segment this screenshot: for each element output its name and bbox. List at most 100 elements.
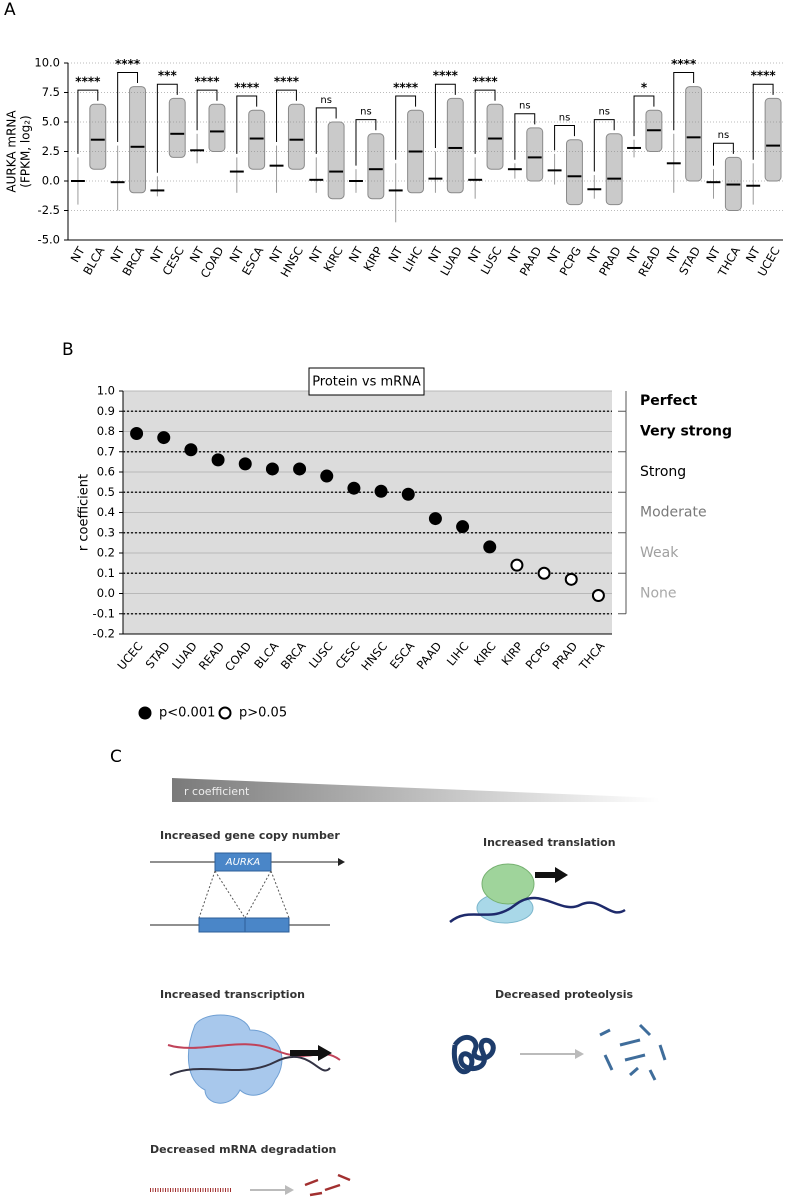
item-title: Decreased proteolysis (495, 988, 634, 1001)
y-tick-label: 0.2 (97, 546, 115, 560)
point (591, 589, 605, 603)
point-cloud (605, 133, 623, 206)
significance-label: **** (393, 81, 419, 95)
significance-bracket (117, 71, 139, 143)
y-tick-label: 7.5 (42, 85, 60, 99)
x-tick-label: KIRC (320, 244, 345, 274)
significance-label: ns (320, 95, 332, 106)
point-cloud (685, 86, 703, 182)
significance-bracket (474, 89, 496, 154)
panel-label: C (110, 747, 122, 767)
dna-strand (169, 1055, 331, 1076)
significance-bracket (434, 83, 456, 148)
y-tick-label: 1.0 (97, 384, 115, 398)
point (537, 566, 551, 580)
significance-bracket (752, 83, 774, 160)
significance-bracket (196, 89, 218, 131)
significance-bracket (77, 89, 99, 154)
item-title: Increased gene copy number (160, 829, 340, 842)
significance-bracket (514, 113, 536, 160)
point (510, 558, 524, 572)
diagram: r coefficient Increased gene copy number… (150, 778, 667, 1197)
x-tick-label: STAD (676, 244, 703, 277)
item-title: Increased translation (483, 836, 616, 849)
y-tick-label: 5.0 (42, 115, 60, 129)
y-tick-label: 10.0 (34, 56, 60, 70)
point (265, 462, 279, 476)
panel-label: B (62, 340, 74, 360)
x-tick-label: LUSC (306, 639, 336, 671)
item-title: Increased transcription (160, 988, 305, 1001)
x-tick-label: BLCA (251, 639, 281, 671)
point (347, 481, 361, 495)
point-cloud (287, 103, 305, 170)
x-tick-label: UCEC (114, 639, 145, 672)
legend-marker (138, 706, 152, 720)
point (428, 512, 442, 526)
polymerase (187, 1014, 283, 1104)
point-cloud (526, 127, 544, 182)
gene-box (198, 917, 290, 933)
significance-label: **** (194, 75, 220, 89)
significance-label: ns (718, 130, 730, 141)
fragments (599, 1023, 667, 1081)
x-tick-label: HNSC (358, 639, 390, 673)
y-tick-label: 0.7 (97, 444, 115, 458)
x-tick-label: READ (196, 639, 227, 673)
point (130, 427, 144, 441)
y-tick-label: 2.5 (42, 144, 60, 158)
x-tick-label: BRCA (278, 639, 309, 672)
significance-bracket (554, 125, 575, 151)
legend-label: p>0.05 (239, 706, 287, 721)
significance-label: ns (598, 107, 610, 118)
point-cloud (486, 103, 504, 170)
x-tick-label: PCPG (523, 639, 554, 672)
significance-label: **** (115, 57, 141, 71)
point-cloud (168, 97, 186, 158)
point (320, 469, 334, 483)
arrowhead (285, 1185, 294, 1195)
y-tick-label: 0.5 (97, 485, 115, 499)
legend-marker (218, 706, 232, 720)
significance-label: * (641, 81, 648, 95)
significance-bracket (355, 119, 377, 166)
point-cloud (566, 139, 583, 206)
point (374, 484, 388, 498)
point (564, 572, 578, 586)
significance-bracket (593, 119, 615, 172)
significance-label: **** (751, 69, 777, 83)
legend-label: p<0.001 (159, 706, 215, 721)
y-tick-label: -5.0 (38, 233, 60, 247)
band-label: Moderate (640, 505, 707, 521)
guide (270, 870, 290, 919)
x-tick-label: COAD (222, 639, 254, 674)
point (157, 431, 171, 445)
point-cloud (327, 121, 345, 200)
x-tick-label: LUSC (478, 244, 505, 277)
y-tick-label: 0.0 (97, 586, 115, 600)
panel-label: A (4, 0, 16, 20)
arrowhead (338, 858, 345, 866)
point-cloud (764, 97, 782, 182)
point (456, 520, 470, 534)
x-tick-label: KIRP (360, 244, 385, 273)
y-axis-unit: (FPKM, log₂) (19, 115, 33, 187)
y-tick-label: 0.1 (97, 566, 115, 580)
point-cloud (208, 103, 226, 153)
ribosome-large (481, 863, 535, 905)
significance-label: ns (559, 113, 571, 124)
guide (244, 870, 272, 919)
point-cloud (129, 86, 146, 194)
y-tick-label: 0.4 (97, 505, 115, 519)
arrow (535, 867, 568, 883)
x-tick-label: THCA (576, 639, 608, 673)
y-axis-title: r coefficient (77, 474, 92, 551)
gene-label: AURKA (225, 857, 261, 868)
significance-label: **** (433, 69, 459, 83)
y-tick-label: 0.3 (97, 525, 115, 539)
guide (198, 870, 216, 919)
significance-bracket (276, 89, 297, 143)
y-tick-label: 0.8 (97, 424, 115, 438)
band-label: None (640, 586, 677, 602)
